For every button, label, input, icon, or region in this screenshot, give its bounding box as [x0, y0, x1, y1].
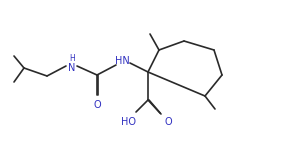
Text: O: O	[164, 117, 172, 127]
Text: HO: HO	[121, 117, 137, 127]
Text: N: N	[68, 63, 76, 73]
Text: HN: HN	[115, 56, 129, 66]
Text: O: O	[93, 100, 101, 110]
Text: H: H	[69, 54, 75, 63]
